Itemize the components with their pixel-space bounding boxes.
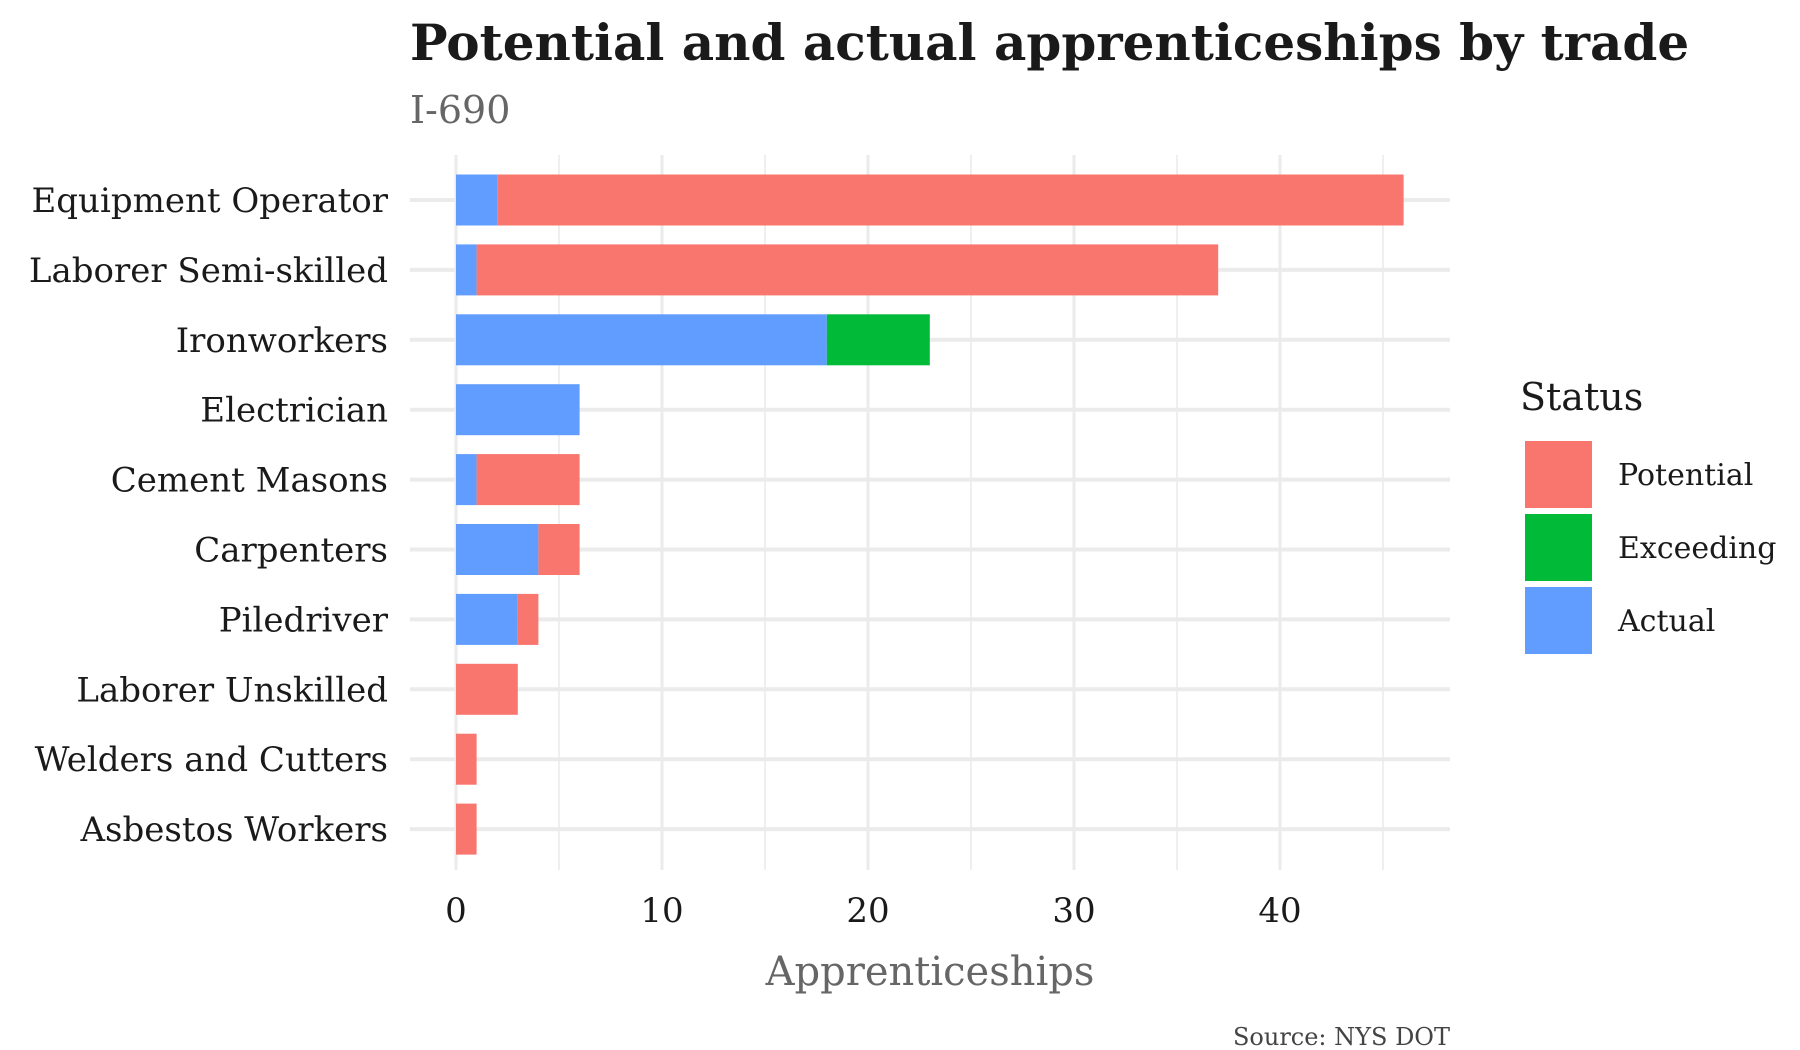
category-label: Electrician (200, 391, 388, 431)
category-label: Carpenters (194, 531, 388, 571)
bar-piledriver-potential (517, 593, 539, 645)
bar-asbestos-workers-potential (456, 803, 477, 855)
x-tick-label: 0 (445, 891, 467, 931)
chart-caption: Source: NYS DOT (1233, 1023, 1450, 1050)
bar-piledriver-actual (456, 593, 518, 645)
legend-swatch-exceeding (1525, 514, 1592, 581)
chart-title: Potential and actual apprenticeships by … (410, 13, 1689, 72)
bar-carpenters-potential (538, 524, 580, 575)
x-tick-labels: 0 10 20 30 40 (445, 891, 1301, 931)
category-labels: Equipment Operator Laborer Semi-skilled Ir… (29, 181, 389, 850)
bar-equipment-operator-actual (456, 174, 498, 226)
chart-subtitle: I-690 (410, 88, 510, 132)
category-label: Asbestos Workers (79, 810, 388, 850)
legend-title: Status (1520, 375, 1643, 419)
bar-cement-masons-potential (476, 454, 580, 506)
legend-label-actual: Actual (1617, 604, 1715, 639)
legend-swatch-actual (1525, 587, 1592, 654)
legend: Status Potential Exceeding Actual (1520, 375, 1776, 654)
category-label: Laborer Semi-skilled (29, 251, 388, 291)
x-tick-label: 10 (640, 891, 683, 931)
bar-ironworkers-exceeding (826, 314, 930, 366)
bars (456, 174, 1404, 855)
x-axis-title: Apprenticeships (765, 949, 1095, 995)
legend-label-potential: Potential (1618, 458, 1753, 493)
category-label: Piledriver (219, 600, 389, 640)
bar-carpenters-actual (456, 524, 539, 575)
bar-laborer-unskilled-potential (456, 663, 518, 715)
bar-equipment-operator-potential (497, 174, 1404, 226)
category-label: Welders and Cutters (35, 740, 388, 780)
category-label: Ironworkers (176, 321, 388, 361)
x-tick-label: 20 (846, 891, 889, 931)
bar-electrician-actual (456, 384, 580, 436)
x-tick-label: 30 (1052, 891, 1095, 931)
legend-label-exceeding: Exceeding (1618, 531, 1776, 566)
category-label: Laborer Unskilled (76, 670, 388, 710)
bar-cement-masons-actual (456, 454, 477, 506)
legend-swatch-potential (1525, 441, 1592, 508)
bar-ironworkers-actual (456, 314, 827, 366)
category-label: Equipment Operator (31, 181, 388, 221)
category-label: Cement Masons (111, 461, 388, 501)
x-tick-label: 40 (1258, 891, 1301, 931)
bar-laborer-semi-skilled-actual (456, 244, 477, 296)
bar-welders-and-cutters-potential (456, 733, 477, 785)
bar-laborer-semi-skilled-potential (476, 244, 1219, 296)
